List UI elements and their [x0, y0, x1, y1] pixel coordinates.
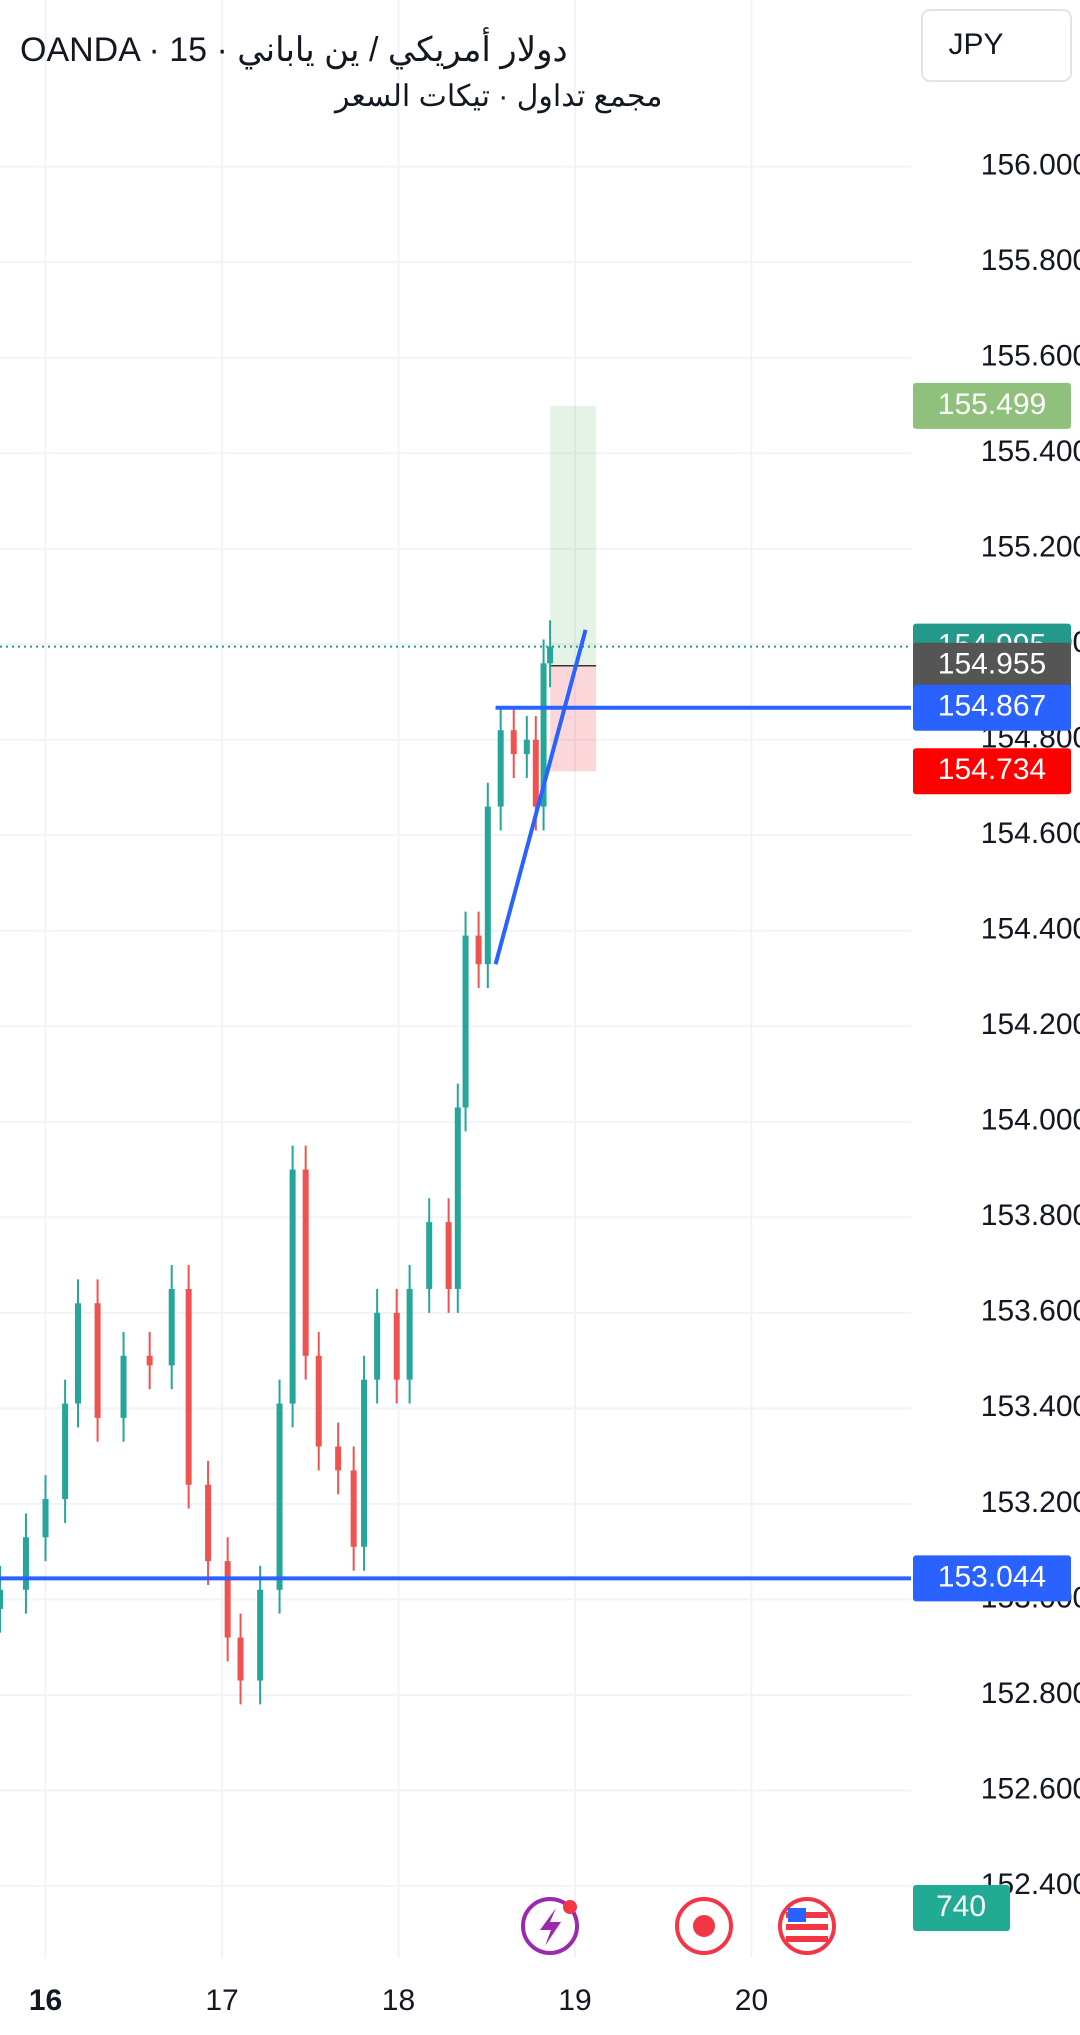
lightning-dot: [563, 1900, 577, 1914]
candle-body: [361, 1379, 368, 1547]
y-tick-label: 153.600: [981, 1295, 1080, 1328]
position-profit: [550, 405, 597, 666]
candle-body: [426, 1222, 433, 1289]
y-tick-label: 153.800: [981, 1199, 1080, 1232]
candle-body: [445, 1222, 452, 1289]
candle-body: [335, 1446, 342, 1471]
candle-body: [237, 1637, 244, 1681]
y-tick-label: 155.200: [981, 531, 1080, 564]
y-tick-label: 155.600: [981, 340, 1080, 373]
candle-body: [224, 1561, 231, 1638]
trend-line: [493, 629, 588, 965]
grid: [0, 0, 911, 1958]
candle-body: [120, 1355, 127, 1418]
x-tick-label: 16: [29, 1984, 62, 2017]
candle-body: [523, 739, 530, 755]
marks: [0, 405, 911, 1705]
candle-body: [393, 1312, 400, 1380]
candle-body: [289, 1169, 296, 1404]
flag-icon[interactable]: [778, 1897, 836, 1955]
y-tick-label: 155.800: [981, 244, 1080, 277]
candle-body: [374, 1312, 381, 1380]
candle-body: [42, 1499, 49, 1538]
chart-subtitle: مجمع تداول · تيكات السعر: [333, 80, 662, 114]
y-tick-label: 156.000: [981, 149, 1080, 182]
y-tick-label: 152.600: [981, 1772, 1080, 1805]
price-badge: [913, 382, 1071, 429]
axis: 156.000155.800155.600155.400155.200155.0…: [29, 149, 1080, 2017]
y-tick-label: 154.200: [981, 1008, 1080, 1041]
price-badge-label: 154.734: [938, 753, 1046, 786]
price-badge-label: 154.955: [938, 648, 1046, 681]
y-tick-label: 155.400: [981, 435, 1080, 468]
y-tick-label: 154.600: [981, 817, 1080, 850]
candle-body: [146, 1355, 153, 1366]
lightning-glyph: [540, 1908, 561, 1946]
candle-body: [454, 1107, 461, 1289]
candle-body: [276, 1403, 283, 1590]
candle-body: [257, 1589, 264, 1681]
y-tick-label: 153.200: [981, 1486, 1080, 1519]
candle-body: [22, 1537, 29, 1590]
price-badge: [913, 684, 1071, 731]
candle-body: [484, 806, 491, 965]
record-dot: [693, 1915, 715, 1937]
candle-body: [185, 1288, 192, 1485]
price-badge-label: 154.867: [938, 690, 1046, 723]
volume-badge: [913, 1885, 1010, 1931]
candle-body: [75, 1303, 82, 1404]
candle-body: [205, 1484, 212, 1562]
candle-body: [462, 935, 469, 1108]
candle-body: [168, 1288, 175, 1366]
x-tick-label: 20: [735, 1984, 768, 2017]
candle-body: [315, 1355, 322, 1447]
price-badge: [913, 642, 1071, 689]
y-tick-label: 154.000: [981, 1104, 1080, 1137]
candle-body: [540, 663, 547, 807]
x-tick-label: 17: [205, 1984, 238, 2017]
flag-stripe: [786, 1912, 828, 1918]
x-tick-label: 18: [382, 1984, 415, 2017]
y-tick-label: 152.800: [981, 1677, 1080, 1710]
flag-canton: [788, 1908, 806, 1922]
price-badge-label: 153.044: [938, 1560, 1046, 1593]
lightning-icon[interactable]: [521, 1897, 579, 1955]
price-badge: [913, 748, 1071, 795]
candle-body: [406, 1288, 413, 1380]
currency-button[interactable]: [921, 9, 1072, 82]
candle-body: [475, 935, 482, 965]
candle-body: [302, 1169, 309, 1356]
price-badge: [913, 1555, 1071, 1602]
record-icon[interactable]: [675, 1897, 733, 1955]
flag-stripe: [786, 1924, 828, 1930]
currency-label: JPY: [948, 28, 1003, 61]
y-tick-label: 154.400: [981, 913, 1080, 946]
x-tick-label: 19: [558, 1984, 591, 2017]
price-badge-label: 155.499: [938, 388, 1046, 421]
candle-body: [510, 730, 517, 755]
candle-body: [62, 1403, 69, 1500]
candle-body: [532, 739, 539, 807]
chart-title: OANDA · 15 · دولار أمريكي / ين ياباني: [20, 27, 568, 70]
candle-body: [350, 1470, 357, 1547]
candle-body: [0, 1589, 3, 1609]
flag-stripe: [786, 1936, 828, 1942]
candle-body: [94, 1303, 101, 1418]
candle-body: [547, 646, 554, 664]
y-tick-label: 153.400: [981, 1390, 1080, 1423]
volume-badge-label: 740: [936, 1890, 986, 1923]
candle-body: [497, 730, 504, 807]
